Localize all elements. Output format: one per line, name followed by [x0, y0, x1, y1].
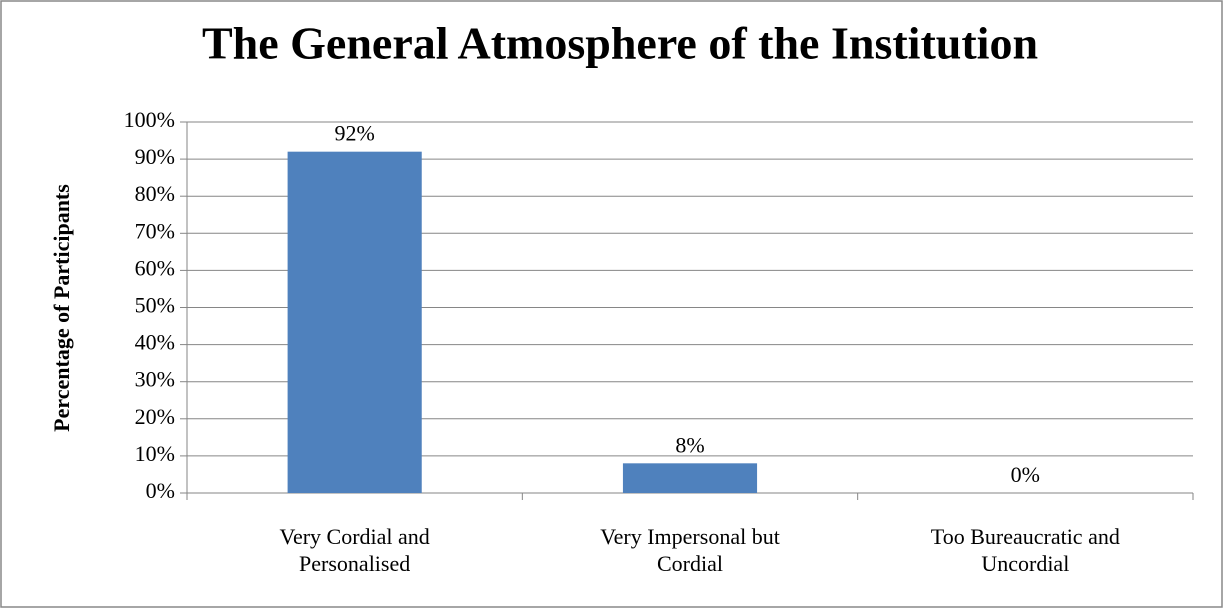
- x-tick-label: Very Cordial and Personalised: [279, 524, 430, 576]
- y-axis-label: Percentage of Participants: [49, 184, 74, 432]
- y-tick-label: 70%: [135, 218, 175, 243]
- y-tick-label: 40%: [135, 330, 175, 355]
- y-tick-label: 20%: [135, 404, 175, 429]
- y-tick-label: 30%: [135, 367, 175, 392]
- data-label: 8%: [675, 432, 704, 457]
- y-tick-label: 60%: [135, 255, 175, 280]
- y-tick-label: 80%: [135, 181, 175, 206]
- data-label: 0%: [1011, 462, 1040, 487]
- bar: [287, 151, 422, 493]
- y-tick-label: 10%: [135, 441, 175, 466]
- x-tick-label: Very Impersonal but Cordial: [600, 524, 780, 576]
- y-tick-label: 100%: [124, 107, 175, 132]
- y-tick-label: 50%: [135, 293, 175, 318]
- y-tick-label: 0%: [146, 478, 175, 503]
- y-tick-label: 90%: [135, 144, 175, 169]
- bar: [622, 463, 758, 493]
- data-label: 92%: [335, 121, 375, 146]
- chart-title: The General Atmosphere of the Institutio…: [202, 18, 1038, 69]
- x-tick-label: Too Bureaucratic and Uncordial: [930, 524, 1120, 576]
